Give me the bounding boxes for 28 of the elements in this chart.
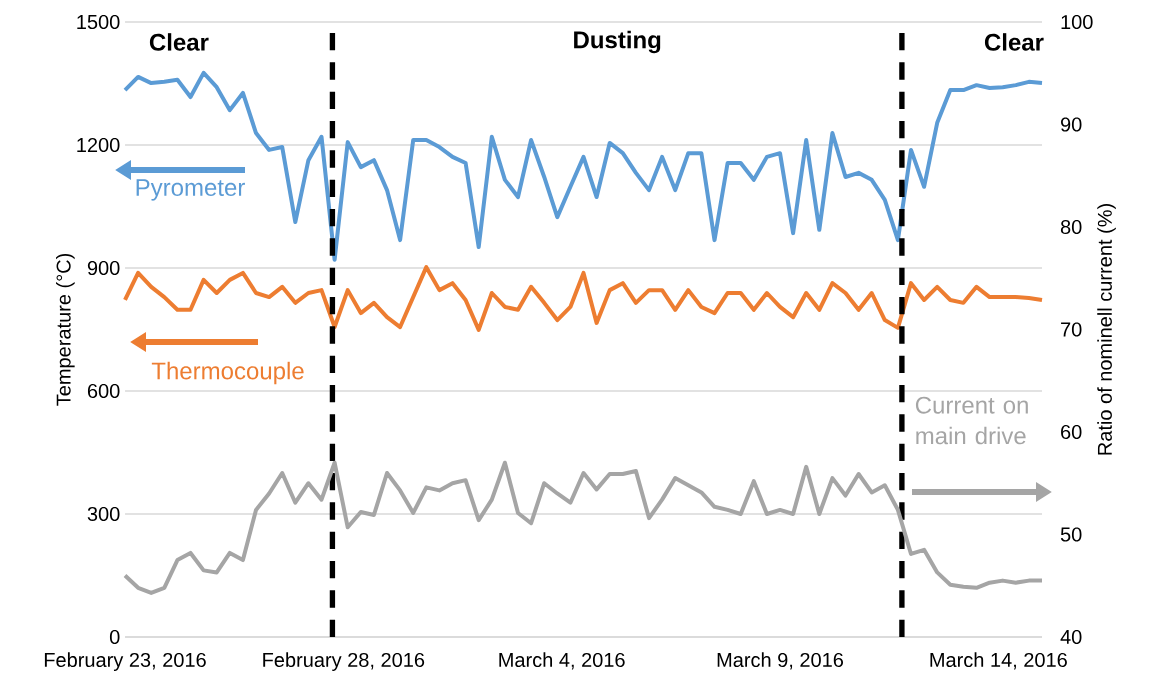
y-tick-label: 600 [87,383,120,399]
x-tick-label: March 14, 2016 [930,652,1067,670]
y2-tick-label: 60 [1061,424,1082,440]
line-series [123,70,1044,262]
line-series [123,460,1044,595]
y2-tick-label: 70 [1061,322,1082,337]
text: Current on main drive [915,396,1028,445]
x-tick-label: February 23, 2016 [44,652,206,671]
y-tick-label: 1200 [77,137,120,153]
x-tick-label: February 28, 2016 [263,652,425,671]
x-tick-label: March 9, 2016 [717,652,844,670]
legend-label: Pyrometer [136,179,245,201]
y2-tick-label: 90 [1060,117,1082,132]
annotation: Clear [149,33,209,51]
y2-tick-label: 40 [1060,629,1082,645]
y-tick-label: 900 [87,260,120,276]
y-tick-label: 0 [109,629,120,645]
y-tick-label: 300 [87,506,120,522]
y-tick-label: 1500 [77,14,120,30]
legend-label: Thermocouple [151,361,304,385]
y2-tick-label: 50 [1060,527,1082,542]
y2-tick-label: 100 [1061,14,1093,30]
annotation: Dusting [574,30,661,54]
x-tick-label: March 4, 2016 [499,652,625,670]
y2-axis-title: Ratio of nominell current (%) [1097,204,1116,455]
y-axis-title: Temperature (°C) [56,253,75,406]
annotation: Clear [984,33,1044,51]
y2-tick-label: 80 [1060,219,1082,235]
